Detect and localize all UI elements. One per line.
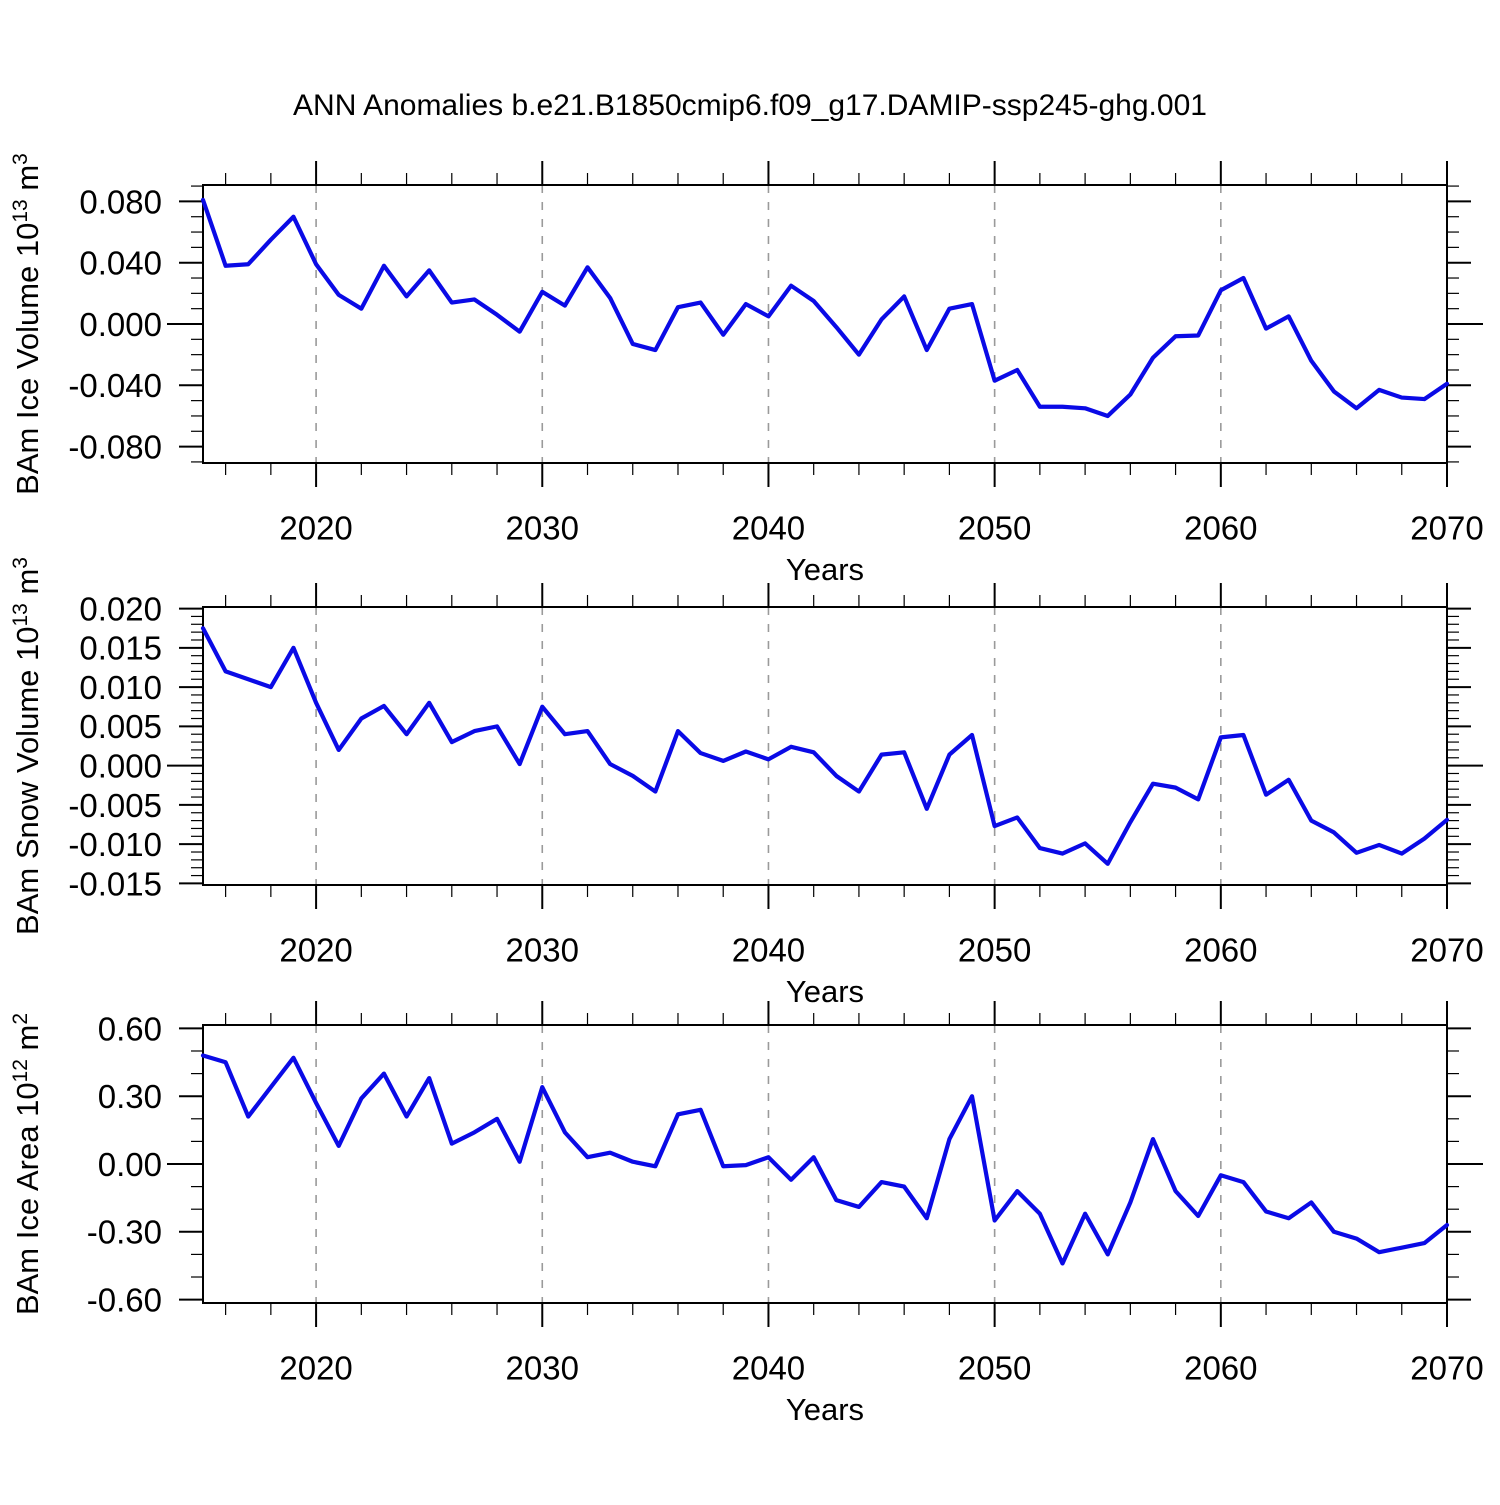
x-tick-label: 2050 <box>958 510 1031 547</box>
y-tick-label: -0.005 <box>68 787 162 824</box>
x-tick-label: 2040 <box>732 932 805 969</box>
x-tick-label: 2020 <box>279 932 352 969</box>
y-axis-label: BAm Ice Area 1012 m2 <box>9 1013 45 1315</box>
y-axis-label: BAm Ice Volume 1013 m3 <box>9 153 45 495</box>
panel-frame <box>202 184 1448 464</box>
y-tick-label: -0.080 <box>68 428 162 465</box>
panel-bam-ice-volume: 0.080 0.040 0.000 -0.040 -0.080 2020 2030 2040 2… <box>9 153 1484 587</box>
y-tick-label: 0.60 <box>98 1010 162 1047</box>
x-tick-label: 2030 <box>506 932 579 969</box>
y-tick-label: -0.010 <box>68 826 162 863</box>
y-tick-label: 0.040 <box>79 245 162 282</box>
x-tick-label: 2020 <box>279 510 352 547</box>
x-tick-label: 2050 <box>958 1350 1031 1387</box>
x-tick-label: 2030 <box>506 510 579 547</box>
y-tick-label: 0.00 <box>98 1146 162 1183</box>
x-axis-label: Years <box>786 1392 864 1427</box>
x-tick-label: 2070 <box>1410 510 1483 547</box>
y-tick-label: 0.000 <box>79 306 162 343</box>
y-tick-label: -0.30 <box>87 1214 162 1251</box>
x-tick-label: 2040 <box>732 1350 805 1387</box>
x-tick-label: 2060 <box>1184 1350 1257 1387</box>
panel-bam-ice-area: 0.60 0.30 0.00 -0.30 -0.60 2020 2030 2040 2050 20… <box>9 1001 1484 1427</box>
y-tick-label: 0.005 <box>79 708 162 745</box>
x-tick-label: 2070 <box>1410 932 1483 969</box>
x-axis-label: Years <box>786 552 864 587</box>
x-tick-label: 2020 <box>279 1350 352 1387</box>
x-tick-label: 2060 <box>1184 510 1257 547</box>
y-tick-label: -0.015 <box>68 865 162 902</box>
y-tick-label: -0.040 <box>68 367 162 404</box>
page-title: ANN Anomalies b.e21.B1850cmip6.f09_g17.D… <box>293 89 1207 122</box>
panel-frame <box>202 606 1448 886</box>
series-line <box>200 626 1450 866</box>
y-tick-label: 0.30 <box>98 1078 162 1115</box>
y-tick-label: 0.010 <box>79 669 162 706</box>
y-tick-label: 0.020 <box>79 590 162 627</box>
series-line <box>200 197 1450 419</box>
series-line <box>200 1053 1450 1266</box>
x-axis-label: Years <box>786 974 864 1009</box>
y-tick-label: 0.080 <box>79 183 162 220</box>
y-tick-label: 0.000 <box>79 748 162 785</box>
y-tick-label: -0.60 <box>87 1281 162 1318</box>
x-tick-label: 2060 <box>1184 932 1257 969</box>
y-axis-label: BAm Snow Volume 1013 m3 <box>9 557 45 935</box>
y-tick-label: 0.015 <box>79 630 162 667</box>
x-tick-label: 2040 <box>732 510 805 547</box>
x-tick-label: 2050 <box>958 932 1031 969</box>
panel-bam-snow-volume: 0.0200.0150.0100.0050.000-0.005-0.010-0.… <box>9 557 1484 1009</box>
x-tick-label: 2070 <box>1410 1350 1483 1387</box>
x-tick-label: 2030 <box>506 1350 579 1387</box>
panel-frame <box>202 1024 1448 1304</box>
